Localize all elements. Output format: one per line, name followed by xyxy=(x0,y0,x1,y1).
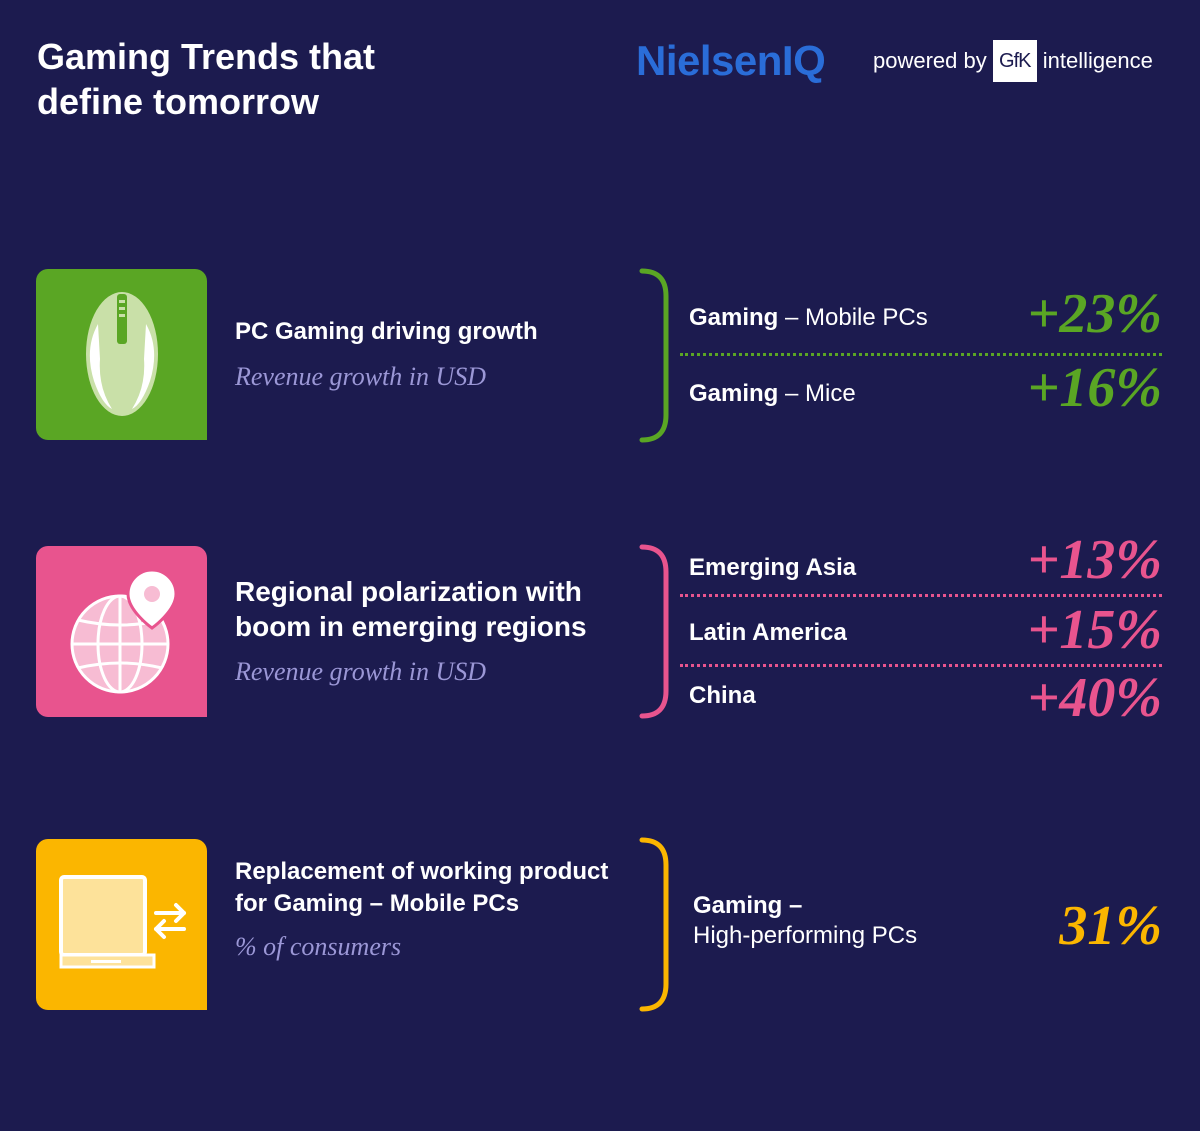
globe-tile xyxy=(36,546,207,717)
metric-label-emerging-asia: Emerging Asia xyxy=(689,554,856,582)
section-regional-heading-line2: boom in emerging regions xyxy=(235,611,587,642)
metric-value-latin-america: +15% xyxy=(1027,599,1162,661)
metric-value-china: +40% xyxy=(1027,667,1162,729)
section-pc-gaming-heading-line1: PC Gaming driving growth xyxy=(235,318,538,345)
section-replacement-bracket xyxy=(639,837,669,1012)
section-pc-gaming-bracket xyxy=(639,268,669,443)
section-regional-subtitle: Revenue growth in USD xyxy=(235,657,487,686)
page-title: Gaming Trends that define tomorrow xyxy=(37,34,457,124)
section-replacement-heading-line2: for Gaming – Mobile PCs xyxy=(235,890,520,917)
metric-label-emerging-asia-bold: Emerging Asia xyxy=(689,554,857,581)
metric-divider xyxy=(680,664,1162,667)
powered-by-label: powered by xyxy=(873,48,987,73)
metric-label-high-performing-pcs-bold: Gaming – xyxy=(693,892,803,919)
intelligence-label: intelligence xyxy=(1042,48,1153,73)
metric-label-mice-rest: – Mice xyxy=(778,380,856,407)
metric-divider xyxy=(680,353,1162,356)
powered-by-gfk: powered by GfK intelligence xyxy=(873,40,1153,82)
metric-label-latin-america: Latin America xyxy=(689,619,847,647)
section-replacement-heading: Replacement of working product for Gamin… xyxy=(235,856,608,920)
section-regional-heading: Regional polarization with boom in emerg… xyxy=(235,574,587,644)
section-pc-gaming-subtitle: Revenue growth in USD xyxy=(235,362,487,391)
metric-label-latin-america-bold: Latin America xyxy=(689,619,847,646)
section-pc-gaming-heading: PC Gaming driving growth xyxy=(235,317,538,347)
metric-label-mobile-pcs-bold: Gaming xyxy=(689,304,779,331)
metric-value-mobile-pcs: +23% xyxy=(1027,283,1162,345)
section-replacement-heading-line1: Replacement of working product xyxy=(235,858,609,885)
gfk-logo: GfK xyxy=(992,40,1037,82)
gaming-mouse-icon xyxy=(86,292,158,416)
metric-divider xyxy=(680,594,1162,597)
section-regional-heading-line1: Regional polarization with xyxy=(235,576,582,607)
metric-label-mobile-pcs: Gaming – Mobile PCs xyxy=(689,304,928,332)
metric-label-mobile-pcs-rest: – Mobile PCs xyxy=(778,304,928,331)
page-title-line1: Gaming Trends that xyxy=(37,36,376,77)
laptop-tile xyxy=(36,839,207,1010)
nielseniq-logo: NielsenIQ xyxy=(636,37,826,84)
page-title-line2: define tomorrow xyxy=(37,81,320,122)
metric-label-china-bold: China xyxy=(689,682,756,709)
metric-label-mice-bold: Gaming xyxy=(689,380,779,407)
metric-label-china: China xyxy=(689,682,756,710)
laptop-swap-icon xyxy=(59,875,186,969)
metric-value-mice: +16% xyxy=(1027,357,1162,419)
metric-label-high-performing-pcs: Gaming – High-performing PCs xyxy=(693,891,917,951)
metric-value-high-performing-pcs: 31% xyxy=(1059,895,1162,957)
gaming-mouse-tile xyxy=(36,269,207,440)
metric-label-high-performing-pcs-line2: High-performing PCs xyxy=(693,922,918,949)
metric-label-mice: Gaming – Mice xyxy=(689,380,856,408)
metric-value-emerging-asia: +13% xyxy=(1027,529,1162,591)
section-regional-bracket xyxy=(639,544,669,719)
globe-location-pin-icon xyxy=(70,568,178,694)
section-replacement-subtitle: % of consumers xyxy=(235,932,402,961)
